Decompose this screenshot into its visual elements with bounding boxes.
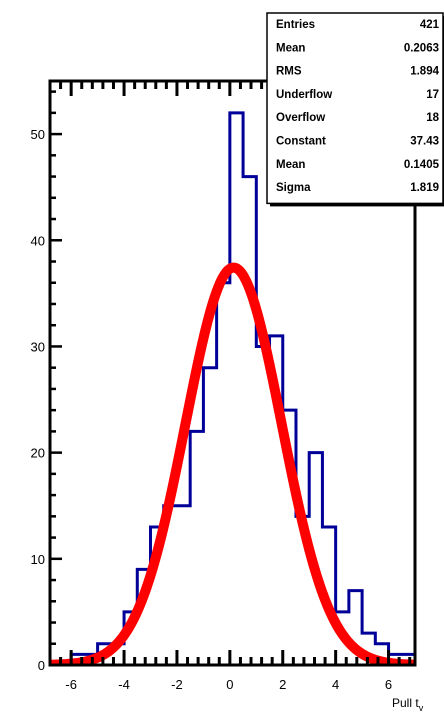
histogram-outline [57,111,415,665]
stats-value: 1.894 [410,66,439,78]
stats-value: 1.819 [410,182,439,194]
histogram-bin-13 [230,113,243,665]
stats-label: Mean [276,159,305,171]
histogram-bin-15 [256,346,269,665]
x-tick-label: 0 [226,677,233,692]
y-tick-label: 0 [38,658,45,673]
stats-value: 0.1405 [404,159,440,171]
stats-label: Constant [276,136,326,148]
stats-label: Entries [276,19,315,31]
stats-value: 0.2063 [404,42,439,54]
stats-value: 421 [420,19,440,31]
histogram-bin-12 [217,283,230,665]
stats-value: 18 [426,112,439,124]
x-axis-title-main: Pull t [392,696,419,710]
y-tick-label: 30 [31,339,45,354]
x-tick-label: -6 [65,677,77,692]
x-tick-label: -2 [171,677,183,692]
y-tick-label: 10 [31,552,45,567]
gaussian-fit-curve [50,262,415,665]
x-tick-label: -4 [118,677,130,692]
stats-box: Entries 421 Mean 0.2063 RMS 1.894 Underflow 17 O… [266,12,444,207]
histogram-bin-10 [190,431,203,665]
stats-box-frame [266,12,444,205]
x-tick-label: 4 [332,677,339,692]
y-tick-label: 40 [31,233,45,248]
stats-label: Overflow [276,112,325,124]
x-tick-label: 2 [279,677,286,692]
x-tick-label: 6 [385,677,392,692]
stats-value: 37.43 [410,136,439,148]
stats-label: Sigma [276,182,311,194]
plot-frame [48,79,417,667]
x-axis-title-subscript: v [419,703,424,713]
stats-label: Underflow [276,89,332,101]
histogram-bin-11 [203,368,216,665]
stats-value: 17 [426,89,439,101]
stats-label: RMS [276,66,302,78]
histogram-bin-14 [243,177,256,665]
axis-tick-labels: -6 -4 -2 0 2 4 6 0 10 20 30 40 50 [31,127,393,692]
plot-area [48,79,417,667]
y-tick-label: 20 [31,446,45,461]
x-axis-title: Pull tv [392,696,424,713]
stats-label: Mean [276,42,305,54]
histogram-bin-9 [177,506,190,665]
y-tick-label: 50 [31,127,45,142]
